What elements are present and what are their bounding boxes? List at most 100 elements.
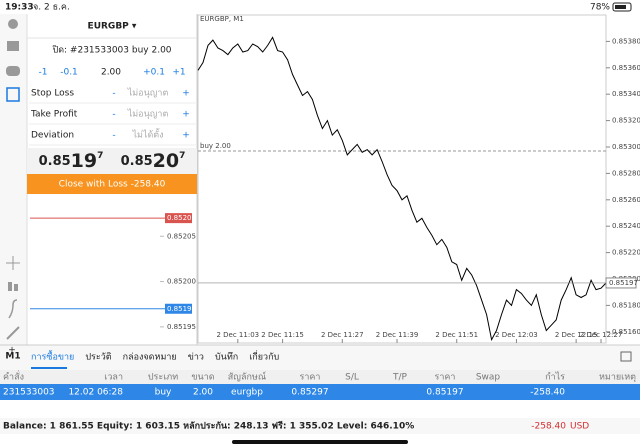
x-tick-label: 2 Dec 11:39	[376, 331, 419, 339]
x-tick-label: 2 Dec 12:15	[555, 331, 598, 339]
main-chart: EURGBP, M1 0.85380 0.85360 0.85340 0.85320 0…	[197, 14, 640, 344]
field-value: ไม่อนุญาต	[127, 109, 169, 120]
x-tick-label: 2 Dec 12:27	[580, 331, 623, 339]
indicator-icon[interactable]	[14, 284, 18, 291]
cell: 0.85197	[426, 388, 463, 398]
order-line-label: buy 2.00	[200, 142, 231, 150]
y-tick-label: 0.85260	[612, 196, 640, 204]
x-tick-label: 2 Dec 11:03	[216, 331, 259, 339]
y-tick-label: 0.85205	[167, 232, 196, 240]
timeframe[interactable]: M1	[5, 352, 20, 362]
price-tag	[605, 277, 637, 289]
new-order-icon[interactable]	[6, 87, 20, 102]
trade-icon[interactable]	[7, 41, 19, 51]
summary: Balance: 1 861.55 Equity: 1 603.15 หลักป…	[3, 421, 414, 432]
y-tick-label: 0.85220	[612, 249, 640, 257]
column-header: Swap	[476, 373, 501, 383]
add-icon[interactable]: +	[8, 346, 16, 356]
minus-button[interactable]: -	[112, 89, 115, 99]
price-tag-label: 0.85197	[167, 305, 196, 313]
price-bg	[27, 148, 197, 174]
ask-big: 20	[153, 150, 179, 172]
plus-button[interactable]: +	[182, 89, 190, 99]
summary-profit: -258.40	[531, 422, 566, 432]
step-button[interactable]: +1	[172, 68, 185, 78]
layout-icon[interactable]	[620, 351, 632, 362]
table-row[interactable]: 231533003 12.02 06:28 buy 2.00 eurgbp 0.…	[3, 388, 565, 398]
ask-main: 0.85	[121, 154, 153, 169]
minus-button[interactable]: -	[112, 110, 115, 120]
bid-sup: 7	[97, 151, 103, 161]
tab[interactable]: เกี่ยวกับ	[249, 350, 279, 363]
field-label: Stop Loss	[31, 89, 74, 99]
column-header: ประเภท	[148, 373, 178, 383]
cell: 231533003	[3, 388, 55, 398]
y-tick-label: 0.85160	[612, 328, 640, 336]
close-button[interactable]	[27, 174, 197, 194]
fields: Stop Loss - ไม่อนุญาต + Take Profit - ไม่อนุญา…	[29, 88, 197, 146]
battery-icon	[612, 2, 632, 12]
tab[interactable]: บันทึก	[215, 352, 238, 363]
x-tick-label: 2 Dec 11:27	[321, 331, 364, 339]
price-tag-label: 0.85207	[167, 214, 196, 222]
column-header: S/L	[345, 373, 359, 383]
ask-sup: 7	[179, 151, 185, 161]
plot-frame	[197, 14, 607, 344]
function-icon[interactable]	[8, 299, 18, 319]
ask-price: 0.85207	[121, 150, 186, 172]
close-button-label[interactable]: Close with Loss -258.40	[59, 180, 166, 190]
plus-button[interactable]: +	[182, 131, 190, 141]
y-tick-label: 0.85280	[612, 169, 640, 177]
symbol[interactable]: EURGBP ▾	[88, 22, 137, 32]
field-value: ไม่อนุญาต	[127, 88, 169, 99]
field-label: Take Profit	[30, 110, 78, 120]
tab[interactable]: ข่าว	[188, 353, 204, 363]
column-header: ราคา	[435, 373, 456, 383]
chat-icon[interactable]	[6, 66, 20, 76]
status-time: 19:33	[5, 3, 34, 13]
y-tick-label: 0.85300	[612, 143, 640, 151]
tab-bar	[0, 345, 640, 370]
home-indicator	[232, 440, 408, 444]
y-tick-label: 0.85360	[612, 64, 640, 72]
cell: -258.40	[530, 388, 565, 398]
status-date: จ. 2 ธ.ค.	[33, 3, 70, 13]
selected-row[interactable]	[0, 384, 640, 400]
tab[interactable]: กล่องจดหมาย	[123, 353, 177, 363]
step-button: 2.00	[101, 68, 121, 78]
field-value: ไม่ได้ตั้ง	[131, 128, 163, 141]
tab[interactable]: ประวัติ	[85, 352, 111, 363]
price-tag	[165, 303, 192, 314]
price-line	[197, 36, 607, 342]
column-header: เวลา	[104, 373, 123, 383]
column-header: คำสั่ง	[3, 370, 24, 383]
battery-text: 78%	[590, 3, 610, 13]
cell: eurgbp	[231, 388, 263, 398]
bid-price: 0.85197	[39, 150, 104, 172]
close-order: ปิด: #231533003 buy 2.00	[52, 45, 171, 56]
cell: 0.85297	[291, 388, 328, 398]
price-tag	[165, 213, 192, 224]
tab[interactable]: การซื้อขาย	[31, 350, 74, 363]
price-tag-label: 0.85197	[609, 279, 638, 287]
minus-button[interactable]: -	[112, 131, 115, 141]
indicator-icon[interactable]	[8, 282, 12, 291]
y-tick-label: 0.85340	[612, 90, 640, 98]
plus-button[interactable]: +	[182, 110, 190, 120]
step-button[interactable]: -1	[39, 68, 48, 78]
step-row: -1 -0.1 2.00 +0.1 +1	[39, 68, 186, 78]
chart-title: EURGBP, M1	[200, 15, 244, 23]
x-tick-label: 2 Dec 11:51	[435, 331, 478, 339]
y-tick-label: 0.85195	[167, 323, 196, 331]
x-tick-label: 2 Dec 12:03	[495, 331, 538, 339]
step-button[interactable]: -0.1	[60, 68, 78, 78]
column-header: กำไร	[545, 372, 565, 383]
draw-icon[interactable]	[6, 326, 20, 340]
column-header: ราคา	[300, 373, 321, 383]
account-icon[interactable]	[8, 19, 18, 29]
table-headers: คำสั่ง เวลา ประเภท ขนาด สัญลักษณ์ ราคา S/L T/P ร…	[3, 370, 636, 383]
step-button[interactable]: +0.1	[143, 68, 165, 78]
bid-main: 0.85	[39, 154, 71, 169]
y-tick-label: 0.85380	[612, 37, 640, 45]
